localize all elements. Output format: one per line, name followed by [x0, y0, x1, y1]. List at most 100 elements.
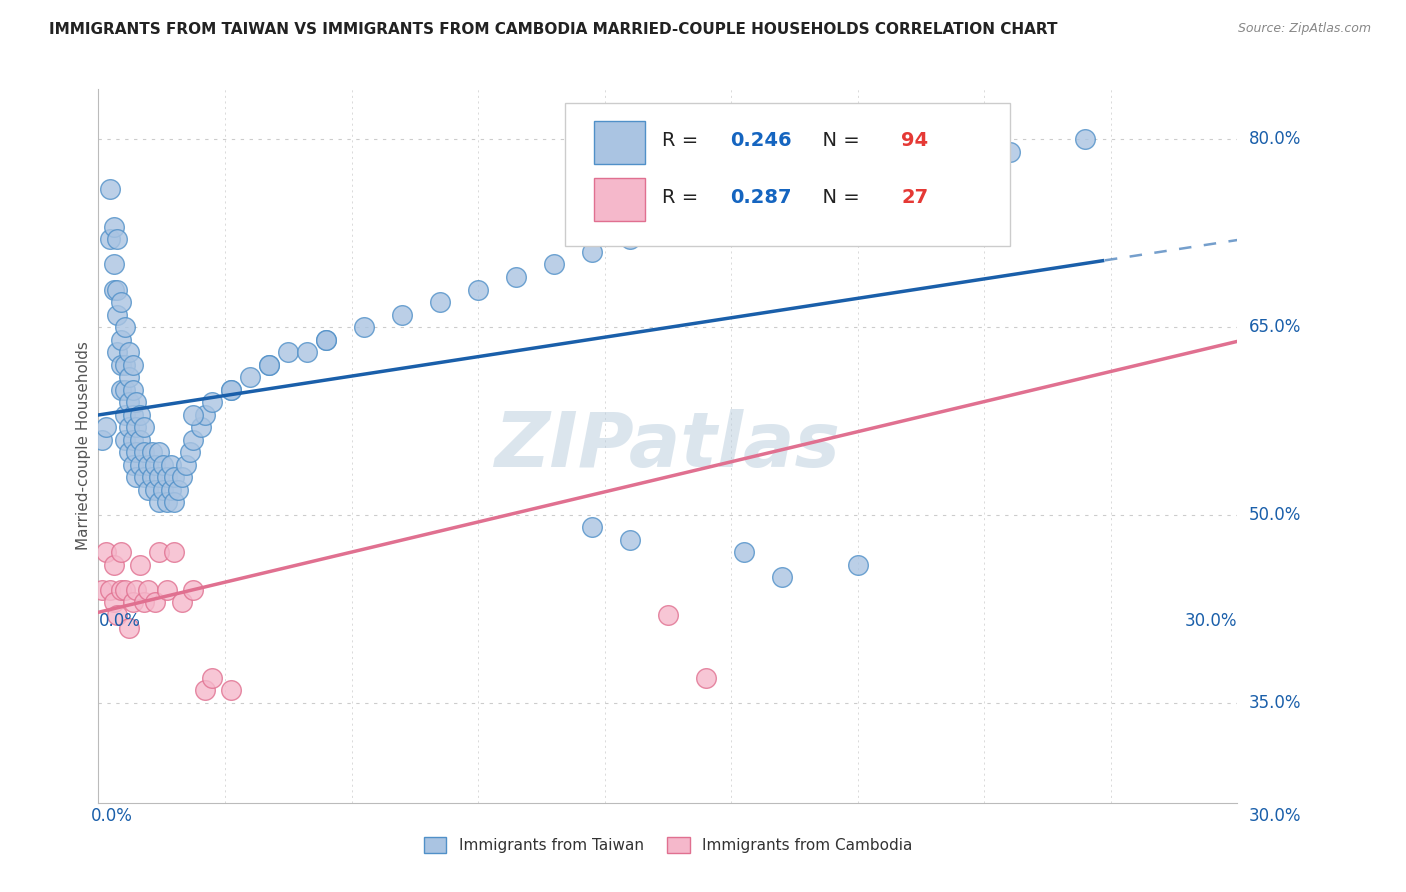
Point	[183, 408, 205, 422]
Point	[121, 595, 143, 609]
Point	[103, 595, 125, 609]
Point	[201, 395, 224, 409]
Point	[657, 607, 679, 622]
Point	[846, 169, 869, 184]
Point	[221, 383, 243, 397]
Point	[103, 257, 125, 271]
Point	[156, 495, 179, 509]
Text: Source: ZipAtlas.com: Source: ZipAtlas.com	[1237, 22, 1371, 36]
Point	[1074, 132, 1097, 146]
Point	[136, 582, 159, 597]
Point	[770, 570, 793, 584]
Point	[148, 445, 170, 459]
Point	[221, 683, 243, 698]
Point	[118, 345, 141, 359]
Point	[91, 433, 114, 447]
Point	[141, 445, 163, 459]
Point	[183, 433, 205, 447]
Point	[190, 420, 212, 434]
Point	[91, 582, 114, 597]
Point	[94, 545, 117, 559]
Point	[657, 219, 679, 234]
Point	[259, 358, 281, 372]
Point	[391, 308, 413, 322]
Point	[129, 558, 152, 572]
Point	[125, 420, 148, 434]
Text: IMMIGRANTS FROM TAIWAN VS IMMIGRANTS FROM CAMBODIA MARRIED-COUPLE HOUSEHOLDS COR: IMMIGRANTS FROM TAIWAN VS IMMIGRANTS FRO…	[49, 22, 1057, 37]
Point	[846, 120, 869, 134]
Text: 94: 94	[901, 131, 928, 150]
Point	[170, 595, 193, 609]
Point	[118, 420, 141, 434]
Point	[467, 283, 489, 297]
Point	[118, 370, 141, 384]
Text: R =: R =	[662, 188, 704, 207]
Point	[132, 420, 155, 434]
Text: 0.287: 0.287	[731, 188, 792, 207]
Point	[145, 595, 167, 609]
Text: 65.0%: 65.0%	[1249, 318, 1301, 336]
Point	[103, 219, 125, 234]
Point	[163, 495, 186, 509]
Point	[98, 582, 121, 597]
FancyBboxPatch shape	[565, 103, 1010, 246]
Text: 30.0%: 30.0%	[1185, 612, 1237, 631]
Point	[148, 495, 170, 509]
Point	[922, 157, 945, 171]
Point	[353, 320, 375, 334]
Point	[148, 545, 170, 559]
Point	[505, 270, 527, 285]
Point	[163, 470, 186, 484]
Text: 0.0%: 0.0%	[98, 612, 141, 631]
Point	[239, 370, 262, 384]
Point	[733, 545, 755, 559]
Point	[297, 345, 319, 359]
Point	[94, 420, 117, 434]
Point	[170, 470, 193, 484]
FancyBboxPatch shape	[593, 121, 645, 164]
Point	[98, 232, 121, 246]
Point	[114, 358, 136, 372]
Point	[429, 295, 451, 310]
Point	[141, 470, 163, 484]
Point	[121, 383, 143, 397]
Point	[121, 458, 143, 472]
Point	[129, 408, 152, 422]
Point	[179, 445, 201, 459]
Point	[132, 470, 155, 484]
Point	[194, 683, 217, 698]
Point	[152, 458, 174, 472]
Point	[114, 408, 136, 422]
Point	[148, 470, 170, 484]
Point	[103, 283, 125, 297]
Point	[129, 458, 152, 472]
Point	[145, 483, 167, 497]
Text: 27: 27	[901, 188, 928, 207]
Point	[581, 520, 603, 534]
Point	[114, 320, 136, 334]
Point	[110, 333, 132, 347]
Point	[221, 383, 243, 397]
Point	[619, 533, 641, 547]
Point	[129, 433, 152, 447]
Point	[156, 582, 179, 597]
Text: 30.0%: 30.0%	[1249, 806, 1301, 824]
Point	[194, 408, 217, 422]
Point	[110, 582, 132, 597]
Point	[159, 483, 181, 497]
Text: 0.0%: 0.0%	[91, 806, 132, 824]
Point	[110, 295, 132, 310]
Point	[846, 558, 869, 572]
Point	[121, 433, 143, 447]
Point	[619, 232, 641, 246]
Point	[695, 671, 717, 685]
Point	[98, 182, 121, 196]
Y-axis label: Married-couple Households: Married-couple Households	[76, 342, 91, 550]
Point	[125, 582, 148, 597]
Point	[107, 308, 129, 322]
Point	[114, 582, 136, 597]
Point	[132, 595, 155, 609]
Text: ZIPatlas: ZIPatlas	[495, 409, 841, 483]
Point	[118, 445, 141, 459]
Point	[543, 257, 565, 271]
